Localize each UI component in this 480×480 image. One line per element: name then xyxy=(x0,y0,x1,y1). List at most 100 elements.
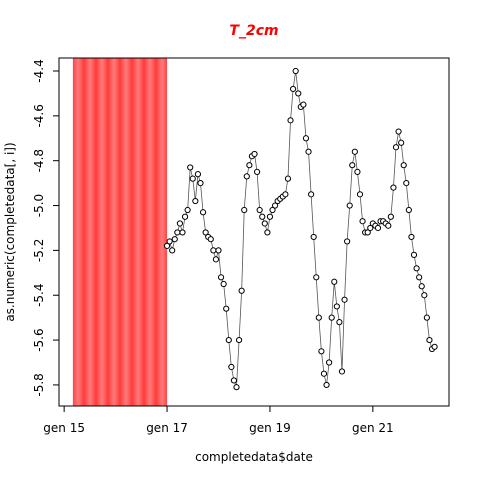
data-point xyxy=(400,162,407,169)
data-point xyxy=(338,368,346,375)
data-line xyxy=(166,70,435,388)
data-point xyxy=(413,265,420,272)
data-point xyxy=(233,384,240,391)
data-point xyxy=(223,305,230,312)
data-point xyxy=(174,229,181,236)
data-point xyxy=(416,274,423,281)
data-point xyxy=(308,191,315,198)
data-point xyxy=(176,220,184,227)
y-tick-label: -5.4 xyxy=(32,284,46,307)
data-point xyxy=(387,213,394,220)
data-point xyxy=(241,206,248,214)
data-point xyxy=(408,233,415,241)
data-point xyxy=(220,280,227,288)
data-point xyxy=(179,229,186,236)
data-point xyxy=(367,224,374,232)
data-point xyxy=(405,206,412,214)
data-point xyxy=(300,101,307,108)
data-point xyxy=(410,251,418,258)
data-point xyxy=(187,164,194,171)
data-point xyxy=(344,238,351,245)
data-point xyxy=(328,314,335,321)
data-point xyxy=(266,213,274,220)
data-point xyxy=(271,202,279,209)
data-point xyxy=(171,236,178,243)
data-point xyxy=(403,180,410,187)
data-point xyxy=(261,220,268,227)
data-point xyxy=(398,139,405,146)
chart-title: T_2cm xyxy=(229,23,278,39)
data-point xyxy=(292,67,299,75)
data-point xyxy=(295,90,302,97)
x-tick-label: gen 15 xyxy=(43,421,85,435)
data-point xyxy=(246,162,253,169)
x-tick-label: gen 19 xyxy=(249,421,291,435)
data-point xyxy=(346,202,353,209)
data-point xyxy=(189,175,196,182)
data-point xyxy=(282,191,289,198)
data-point xyxy=(320,370,328,377)
y-tick-label: -5.2 xyxy=(32,239,46,262)
data-point xyxy=(374,224,382,232)
data-point xyxy=(217,274,225,281)
data-point xyxy=(235,336,243,344)
data-point xyxy=(184,206,191,214)
data-point xyxy=(194,171,202,178)
data-point xyxy=(318,348,325,355)
data-point xyxy=(364,229,371,236)
data-point xyxy=(356,191,364,198)
data-point xyxy=(192,197,199,205)
data-point xyxy=(256,206,263,214)
y-tick-label: -4.8 xyxy=(32,149,46,172)
data-point xyxy=(351,148,358,155)
data-point xyxy=(210,247,217,254)
y-tick-label: -4.4 xyxy=(32,59,46,82)
data-point xyxy=(326,359,333,366)
data-point xyxy=(349,162,356,169)
data-point xyxy=(313,274,320,281)
data-point xyxy=(390,184,397,191)
data-point xyxy=(284,175,292,182)
data-point xyxy=(202,229,209,236)
data-point xyxy=(423,314,430,321)
data-point xyxy=(354,168,361,176)
data-point xyxy=(331,278,338,285)
x-axis-label: completedata$date xyxy=(195,450,313,464)
data-point xyxy=(315,314,322,321)
data-point xyxy=(310,233,317,241)
y-axis-label: as.numeric(completedata[, i]) xyxy=(3,142,17,321)
data-point xyxy=(264,229,271,236)
data-point xyxy=(385,222,392,229)
data-point xyxy=(243,173,250,180)
data-point xyxy=(238,287,245,294)
data-point xyxy=(207,236,214,243)
data-point xyxy=(269,206,276,214)
data-point xyxy=(212,256,220,263)
data-point xyxy=(163,242,171,250)
y-tick-label: -5.0 xyxy=(32,194,46,217)
data-point xyxy=(253,168,261,176)
data-point xyxy=(225,336,232,344)
data-point xyxy=(287,117,294,124)
y-tick-label: -5.8 xyxy=(32,373,46,396)
y-tick-label: -4.6 xyxy=(32,104,46,127)
data-point xyxy=(431,343,438,350)
data-point xyxy=(392,144,400,151)
data-point xyxy=(228,363,235,371)
data-point xyxy=(215,247,222,254)
data-point xyxy=(418,283,425,290)
highlight-band xyxy=(72,58,168,406)
data-point xyxy=(323,381,330,389)
data-point xyxy=(341,296,348,303)
x-tick-label: gen 21 xyxy=(352,421,394,435)
data-point xyxy=(259,213,266,220)
data-point xyxy=(302,135,310,142)
data-point xyxy=(336,319,343,326)
data-point xyxy=(197,180,204,187)
data-point xyxy=(305,148,312,155)
data-point xyxy=(359,218,366,225)
x-tick-label: gen 17 xyxy=(146,421,188,435)
data-point xyxy=(230,377,238,384)
data-point xyxy=(181,213,189,220)
data-point xyxy=(290,85,297,93)
